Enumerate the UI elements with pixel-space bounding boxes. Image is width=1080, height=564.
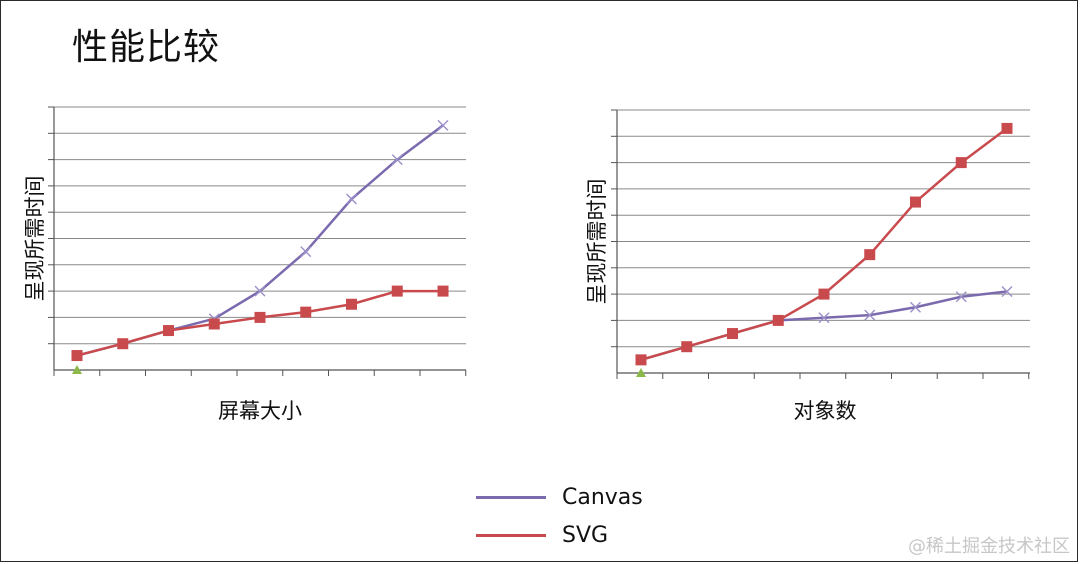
data-point-canvas bbox=[254, 285, 266, 297]
x-axis-label: 屏幕大小 bbox=[218, 399, 302, 423]
data-point-svg bbox=[635, 354, 647, 366]
data-point-svg bbox=[300, 306, 312, 318]
data-point-canvas bbox=[864, 309, 876, 321]
data-point-svg bbox=[163, 325, 174, 337]
data-point-canvas bbox=[437, 119, 449, 131]
data-point-canvas bbox=[910, 301, 921, 313]
data-point-svg bbox=[208, 318, 220, 330]
data-point-svg bbox=[117, 338, 129, 350]
chart-legend: Canvas SVG bbox=[476, 478, 643, 554]
origin-marker bbox=[636, 368, 646, 377]
data-point-svg bbox=[864, 249, 876, 261]
data-point-svg bbox=[955, 157, 967, 169]
data-point-canvas bbox=[391, 154, 403, 166]
y-axis-label: 呈现所需时间 bbox=[23, 176, 47, 302]
data-point-svg bbox=[1001, 122, 1013, 134]
legend-item-svg: SVG bbox=[476, 516, 643, 554]
data-point-canvas bbox=[1001, 285, 1013, 297]
legend-item-canvas: Canvas bbox=[476, 478, 643, 516]
legend-label-canvas: Canvas bbox=[562, 484, 643, 510]
data-point-svg bbox=[772, 314, 784, 326]
y-axis-label: 呈现所需时间 bbox=[585, 179, 609, 305]
data-point-svg bbox=[71, 350, 83, 362]
legend-swatch-svg bbox=[476, 533, 546, 537]
data-point-svg bbox=[818, 288, 830, 300]
data-point-svg bbox=[910, 196, 921, 208]
origin-marker bbox=[72, 365, 82, 374]
watermark: @稀土掘金技术社区 bbox=[908, 536, 1070, 557]
series-line-canvas bbox=[640, 290, 1008, 362]
page-title: 性能比较 bbox=[72, 27, 221, 68]
data-point-svg bbox=[391, 285, 403, 297]
series-line-svg bbox=[640, 127, 1008, 362]
data-point-svg bbox=[346, 298, 357, 310]
x-axis-label: 对象数 bbox=[794, 399, 857, 423]
data-point-svg bbox=[727, 328, 738, 340]
data-point-canvas bbox=[955, 291, 967, 303]
data-point-canvas bbox=[818, 312, 830, 324]
data-point-canvas bbox=[346, 193, 357, 205]
data-point-svg bbox=[437, 285, 449, 297]
data-point-svg bbox=[254, 311, 266, 323]
data-point-canvas bbox=[300, 246, 312, 258]
data-point-svg bbox=[681, 341, 693, 353]
legend-swatch-canvas bbox=[476, 495, 546, 499]
legend-label-svg: SVG bbox=[562, 522, 609, 548]
